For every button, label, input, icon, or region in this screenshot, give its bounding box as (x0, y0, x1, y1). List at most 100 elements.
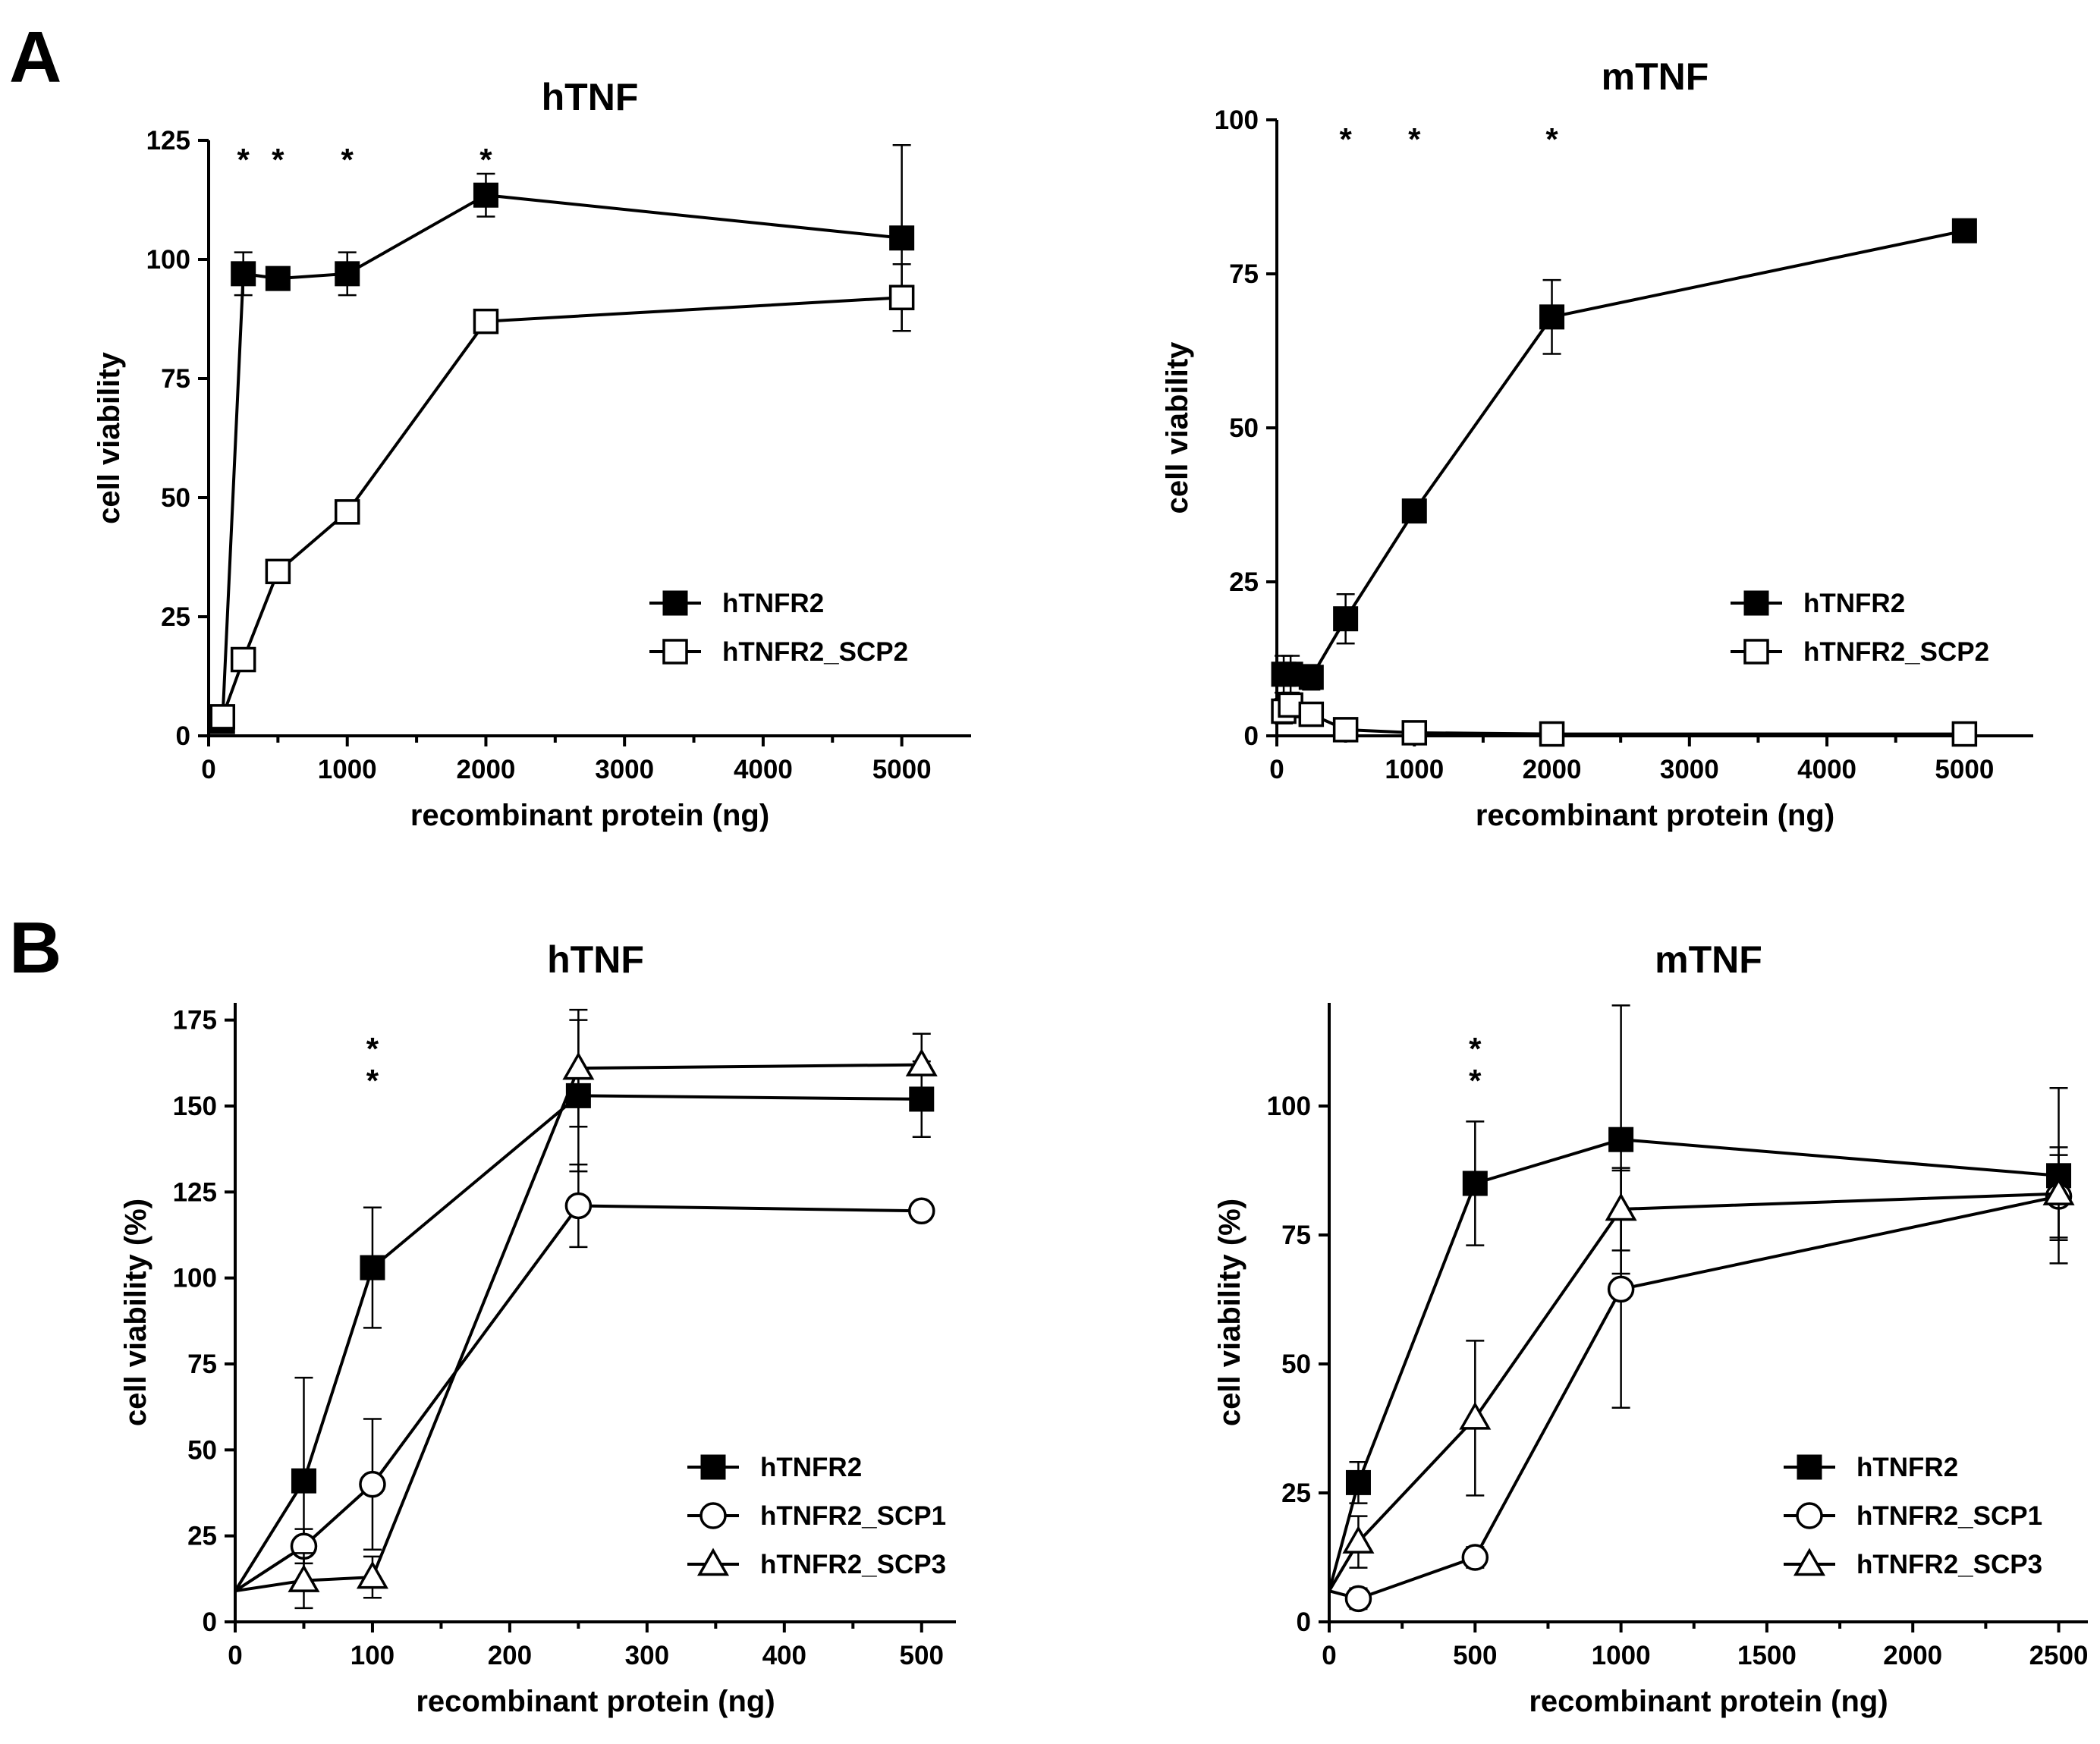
x-tick-label: 2000 (457, 755, 516, 784)
chart-b-htnf: 0 25 50 75 100 125 150 175 0 100 200 300 400 500 hTNF r… (119, 938, 956, 1718)
data-point (1539, 304, 1565, 330)
significance-asterisk: * (366, 1031, 379, 1067)
legend-marker (1796, 1502, 1823, 1529)
legend-label: hTNFR2 (1856, 1453, 1958, 1482)
y-tick-label: 100 (173, 1264, 217, 1293)
data-point (288, 1564, 320, 1592)
data-point (2042, 1177, 2075, 1205)
series-htnfr2-scp2 (1271, 691, 1978, 747)
y-tick-label: 0 (1244, 721, 1259, 751)
data-point (230, 646, 256, 673)
legend-marker (1743, 639, 1769, 665)
chart-title: hTNF (547, 938, 644, 981)
significance-asterisk: * (237, 142, 250, 178)
series-htnfr2 (1271, 218, 1977, 694)
data-point (1298, 701, 1325, 727)
series-line (221, 193, 902, 722)
data-point (889, 225, 915, 251)
y-tick-label: 50 (1229, 413, 1259, 443)
y-axis-label: cell viability (93, 351, 126, 524)
panel-letter-a: A (9, 17, 61, 98)
y-tick-label: 100 (1267, 1092, 1311, 1121)
x-tick-label: 0 (201, 755, 215, 784)
significance-asterisk: * (1408, 121, 1421, 157)
significance-asterisk: * (272, 142, 285, 178)
legend-marker (1793, 1548, 1826, 1576)
series-line (234, 1204, 922, 1592)
data-point (1342, 1526, 1375, 1554)
data-point (1345, 1469, 1371, 1495)
data-point (473, 182, 498, 208)
significance-asterisk: * (1469, 1031, 1482, 1067)
significance-asterisk: * (341, 142, 354, 178)
y-axis-label: cell viability (%) (1213, 1199, 1246, 1426)
chart-title: mTNF (1602, 55, 1709, 98)
y-tick-label: 100 (146, 245, 190, 275)
x-tick-label: 4000 (734, 755, 793, 784)
x-tick-label: 500 (1453, 1641, 1497, 1670)
data-point (1951, 721, 1978, 747)
legend-label: hTNFR2_SCP2 (1803, 637, 1989, 667)
significance-asterisk: * (1469, 1063, 1482, 1098)
legend-label: hTNFR2_SCP3 (1856, 1550, 2042, 1579)
y-tick-label: 25 (1229, 567, 1259, 597)
data-point (1605, 1193, 1637, 1221)
chart-title: hTNF (542, 76, 639, 118)
data-point (231, 261, 256, 287)
series-htnfr2-scp1 (1328, 1154, 2073, 1613)
y-tick-label: 0 (203, 1607, 217, 1637)
y-tick-label: 50 (161, 483, 190, 513)
x-tick-label: 100 (351, 1641, 395, 1670)
data-point (888, 284, 915, 310)
legend-label: hTNFR2 (760, 1453, 862, 1482)
data-point (1401, 720, 1428, 746)
data-point (291, 1468, 316, 1494)
legend-marker (1797, 1454, 1822, 1480)
y-tick-label: 100 (1215, 105, 1259, 135)
panel-letter-b: B (9, 907, 61, 988)
x-tick-label: 0 (228, 1641, 242, 1670)
data-point (1608, 1127, 1634, 1152)
y-tick-label: 175 (173, 1006, 217, 1035)
data-point (1607, 1275, 1635, 1303)
y-tick-label: 25 (1281, 1478, 1311, 1508)
data-point (334, 499, 360, 525)
series-htnfr2-scp3 (1328, 1146, 2075, 1592)
legend-marker (700, 1454, 726, 1480)
data-point (1401, 498, 1427, 524)
x-tick-label: 1000 (1385, 755, 1444, 784)
data-point (265, 266, 291, 291)
x-tick-label: 1000 (1592, 1641, 1651, 1670)
x-tick-label: 2500 (2029, 1641, 2089, 1670)
series-line (1282, 703, 1965, 736)
x-tick-label: 0 (1269, 755, 1284, 784)
significance-asterisk: * (366, 1063, 379, 1098)
legend-label: hTNFR2 (1803, 589, 1905, 618)
x-tick-label: 2000 (1883, 1641, 1942, 1670)
y-tick-label: 25 (161, 602, 190, 632)
series-htnfr2-scp2 (209, 263, 915, 730)
x-tick-label: 3000 (595, 755, 654, 784)
data-point (335, 261, 360, 287)
series-htnfr2-scp3 (234, 1008, 938, 1610)
y-axis-label: cell viability (%) (119, 1199, 152, 1426)
y-tick-label: 50 (187, 1435, 217, 1465)
y-tick-label: 50 (1281, 1350, 1311, 1379)
data-point (1278, 661, 1303, 687)
y-tick-label: 125 (146, 126, 190, 156)
x-axis-label: recombinant protein (ng) (1529, 1685, 1888, 1718)
x-tick-label: 200 (488, 1641, 532, 1670)
legend-label: hTNFR2_SCP1 (760, 1501, 946, 1531)
data-point (1951, 218, 1977, 244)
y-tick-label: 150 (173, 1092, 217, 1121)
significance-asterisk: * (479, 142, 492, 178)
data-point (209, 704, 236, 730)
x-tick-label: 1500 (1737, 1641, 1797, 1670)
legend-label: hTNFR2_SCP1 (1856, 1501, 2042, 1531)
y-tick-label: 75 (161, 364, 190, 394)
data-point (908, 1197, 935, 1225)
data-point (905, 1048, 938, 1076)
